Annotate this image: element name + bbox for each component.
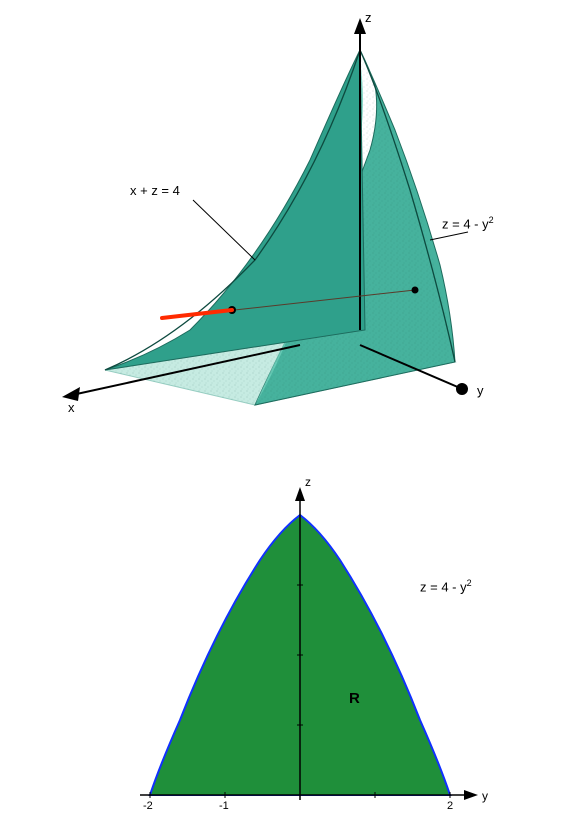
parabolic-eq-prefix: z = 4 - y [442, 216, 489, 231]
figure-2d [0, 465, 579, 831]
y-axis-2d-label-real: y [482, 789, 488, 803]
tick-label-neg1: -1 [219, 800, 229, 812]
z-axis-2d-arrow [295, 487, 305, 501]
parabolic-equation-label: z = 4 - y2 [442, 215, 494, 231]
x-axis-label: x [68, 400, 75, 415]
tick-label-neg2: -2 [143, 800, 153, 812]
parabola-label-leader [430, 232, 468, 240]
plane-label-leader [193, 200, 255, 260]
y-axis-endpoint [456, 383, 468, 395]
interior-guide-dot-right [412, 287, 419, 294]
z-axis-label: z [365, 10, 372, 25]
x-axis-arrow [62, 387, 80, 401]
region-label-R: R [349, 690, 360, 707]
tick-label-pos2: 2 [447, 800, 453, 812]
surface-plane [105, 50, 365, 370]
z-axis-2d-label: z [305, 475, 311, 489]
parabola-2d-eq-prefix: z = 4 - y [420, 579, 467, 594]
parabolic-eq-exp: 2 [489, 215, 494, 225]
y-axis-label: y [477, 383, 484, 398]
parabola-2d-equation: z = 4 - y2 [420, 578, 472, 594]
y-axis-2d-arrow [464, 790, 478, 800]
parabola-2d-eq-exp: 2 [467, 578, 472, 588]
plane-equation-label: x + z = 4 [130, 183, 180, 198]
